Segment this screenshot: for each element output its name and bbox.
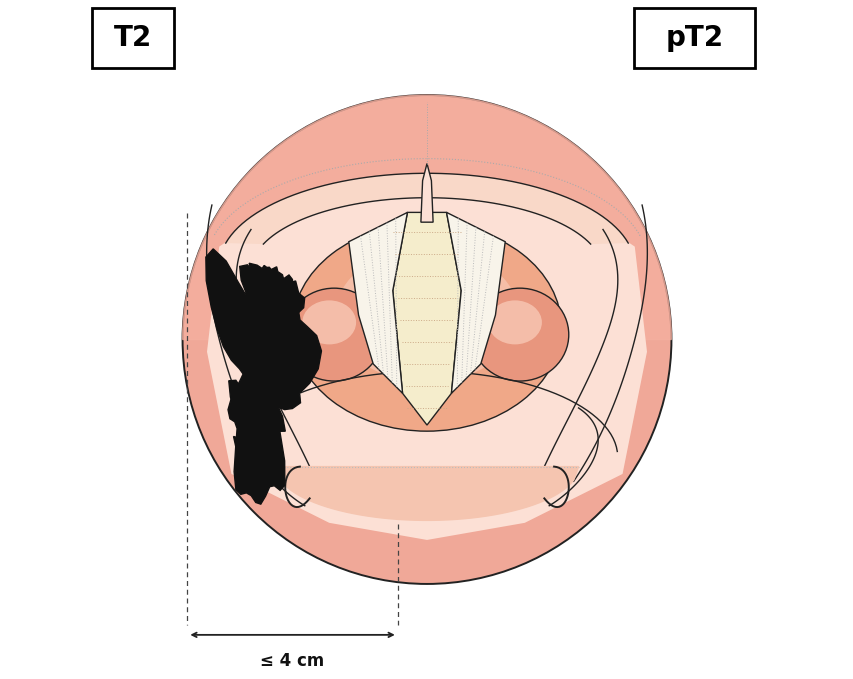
Ellipse shape xyxy=(488,300,542,344)
Ellipse shape xyxy=(372,271,481,349)
Polygon shape xyxy=(421,164,432,222)
Text: ≤ 4 cm: ≤ 4 cm xyxy=(260,652,324,670)
Polygon shape xyxy=(183,95,670,340)
Polygon shape xyxy=(348,213,407,393)
Polygon shape xyxy=(206,188,647,540)
Polygon shape xyxy=(392,213,461,425)
Text: T2: T2 xyxy=(113,24,152,52)
Polygon shape xyxy=(446,213,505,393)
Ellipse shape xyxy=(302,300,356,344)
Polygon shape xyxy=(249,375,300,435)
Polygon shape xyxy=(235,301,274,361)
Polygon shape xyxy=(206,249,321,504)
Ellipse shape xyxy=(335,248,518,382)
FancyBboxPatch shape xyxy=(92,8,173,68)
Polygon shape xyxy=(240,265,305,358)
Polygon shape xyxy=(276,466,577,520)
Circle shape xyxy=(183,95,670,584)
Ellipse shape xyxy=(471,288,568,381)
Polygon shape xyxy=(233,437,268,481)
Polygon shape xyxy=(229,380,277,475)
Ellipse shape xyxy=(293,223,560,431)
Text: pT2: pT2 xyxy=(664,24,722,52)
FancyBboxPatch shape xyxy=(634,8,754,68)
Polygon shape xyxy=(249,263,284,301)
Ellipse shape xyxy=(285,288,382,381)
Polygon shape xyxy=(225,173,628,244)
